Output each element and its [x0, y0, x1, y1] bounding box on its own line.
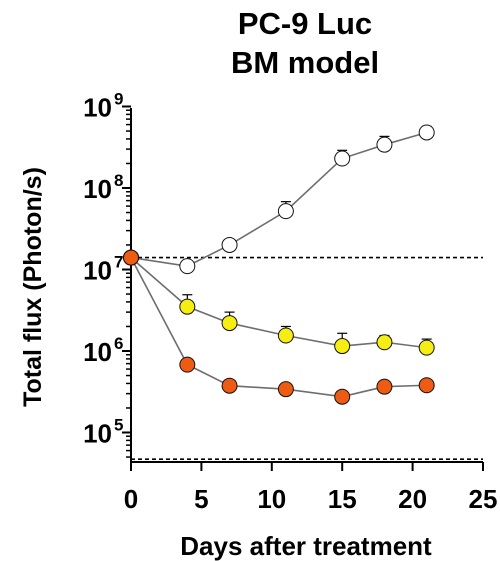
series-2-point — [418, 339, 435, 356]
chart-title-line-1: PC-9 Luc — [237, 6, 373, 41]
series-1-point — [334, 150, 351, 167]
y-tick-exponent: 5 — [114, 416, 123, 435]
x-axis-label: Days after treatment — [180, 531, 432, 561]
series-1-point — [179, 258, 196, 275]
x-tick-label: 10 — [257, 484, 286, 514]
series-3-point — [123, 249, 139, 266]
series-3-line — [130, 257, 427, 398]
chart-title-line-2: BM model — [230, 45, 380, 80]
y-axis-label: Total flux (Photon/s) — [19, 167, 47, 407]
y-tick-exponent: 6 — [114, 334, 123, 353]
series-3-point — [277, 381, 294, 398]
y-tick-exponent: 8 — [114, 171, 123, 190]
series-1-point — [418, 124, 435, 141]
series-3-point — [376, 378, 393, 395]
y-tick-label: 10 — [83, 337, 112, 367]
y-tick-exponent: 7 — [114, 253, 123, 272]
series-2-point — [376, 334, 393, 351]
x-tick-label: 25 — [469, 484, 498, 514]
y-tick-label: 10 — [83, 256, 112, 286]
series-2-point — [334, 338, 351, 355]
y-tick-label: 10 — [83, 419, 112, 449]
x-tick-label: 0 — [124, 484, 138, 514]
y-tick-label: 10 — [83, 174, 112, 204]
series-1-point — [221, 236, 238, 253]
series-3-point — [334, 388, 351, 405]
series-2-point — [277, 327, 294, 344]
y-tick-exponent: 9 — [114, 90, 123, 109]
series-3-point — [179, 356, 196, 373]
series-1-point — [376, 136, 393, 153]
series-2-point — [221, 315, 238, 332]
x-tick-label: 5 — [194, 484, 208, 514]
y-tick-label: 10 — [83, 93, 112, 123]
series-2-point — [179, 298, 196, 315]
series-1-line — [130, 131, 427, 267]
series-3-point — [221, 377, 238, 394]
x-tick-label: 15 — [328, 484, 357, 514]
series-1-point — [277, 203, 294, 220]
series-3-point — [418, 377, 435, 394]
x-tick-label: 20 — [398, 484, 427, 514]
